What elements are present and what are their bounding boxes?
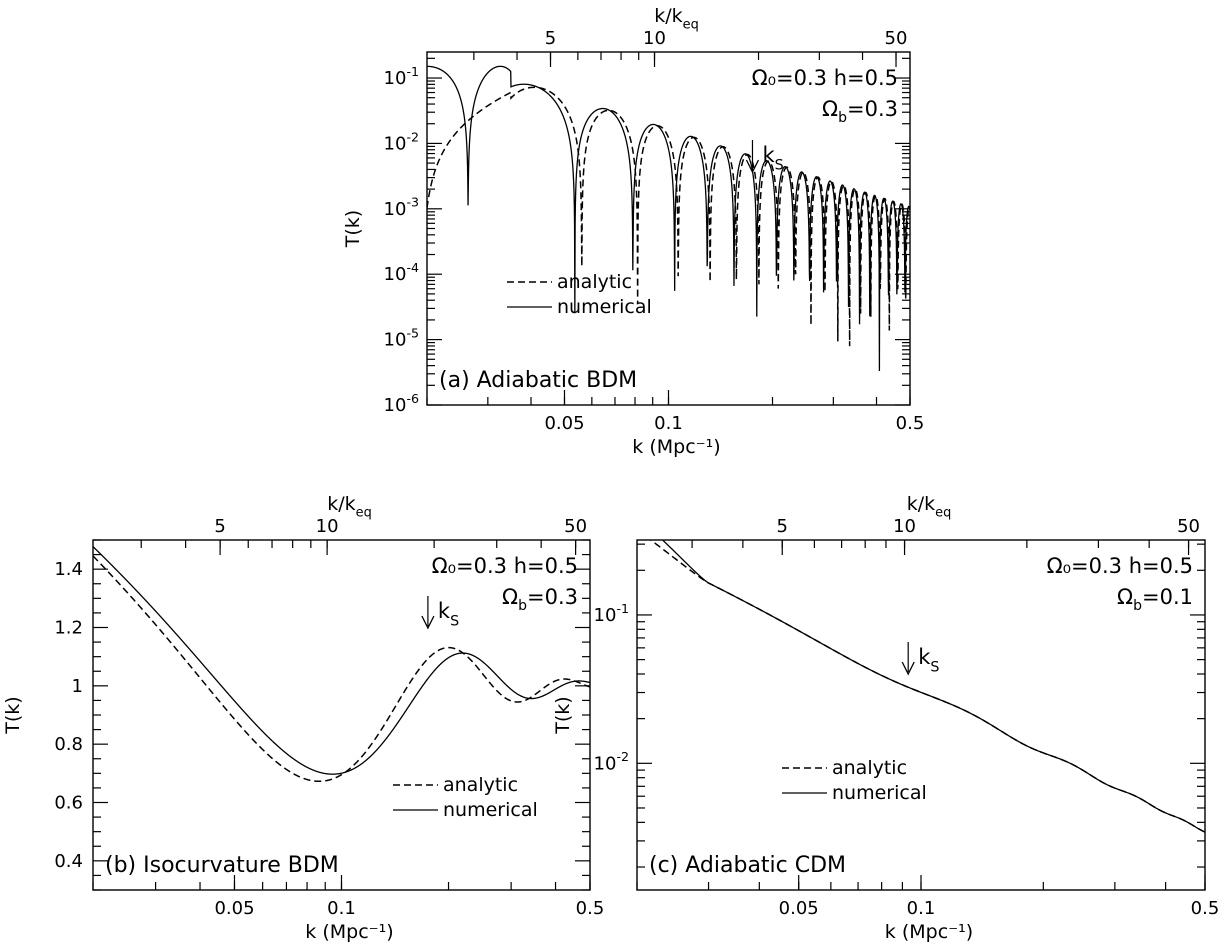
series-analytic	[427, 86, 910, 347]
top-tick-label: 10	[893, 516, 916, 537]
x-tick-label: 0.1	[907, 898, 936, 919]
ks-arrowhead	[421, 615, 435, 630]
y-tick-label: 10-5	[384, 326, 419, 351]
params-line2: Ωb=0.3	[822, 97, 898, 126]
legend-numerical-label: numerical	[443, 799, 538, 821]
y-axis-label: T(k)	[2, 696, 24, 734]
series-numerical	[93, 546, 590, 775]
params-line1: Ω₀=0.3 h=0.5	[432, 554, 578, 578]
x-tick-label: 0.05	[779, 898, 819, 919]
y-tick-label: 0.8	[54, 734, 83, 755]
x-tick-label: 0.1	[327, 898, 356, 919]
panel-a: 0.05 0.1 0.5 5 10 50 10-6 10-5 10-4 10-3 10-2 10-1 k…	[342, 5, 924, 458]
panel-c: 0.05 0.1 0.5 5 10 50 10-2 10-1 k (Mpc⁻¹) k/keq T(k…	[552, 493, 1219, 943]
x-tick-label: 0.5	[1191, 898, 1220, 919]
top-tick-label: 50	[564, 516, 587, 537]
top-tick-label: 5	[214, 516, 225, 537]
legend-analytic-label: analytic	[832, 757, 907, 779]
series-analytic	[93, 555, 590, 783]
panel-label: (a) Adiabatic BDM	[439, 368, 637, 393]
x-axis-label: k (Mpc⁻¹)	[305, 921, 393, 943]
top-tick-label: 50	[1177, 516, 1200, 537]
x-tick-label: 0.05	[214, 898, 254, 919]
y-axis-label: T(k)	[342, 210, 364, 248]
panel-label: (c) Adiabatic CDM	[649, 853, 846, 878]
params-line2: Ωb=0.1	[1117, 585, 1193, 614]
y-tick-label: 10-4	[384, 260, 419, 285]
top-axis-label: k/keq	[907, 493, 952, 521]
panel-label: (b) Isocurvature BDM	[105, 853, 339, 878]
y-tick-label: 1	[72, 676, 83, 697]
series-numerical	[427, 65, 910, 371]
y-tick-label: 10-6	[384, 391, 419, 416]
top-axis-label: k/keq	[654, 5, 699, 33]
legend-numerical-label: numerical	[557, 296, 652, 318]
ks-arrowhead	[901, 661, 915, 676]
y-tick-label: 10-2	[594, 749, 629, 774]
top-tick-label: 50	[885, 28, 908, 49]
x-axis-label: k (Mpc⁻¹)	[885, 921, 973, 943]
x-tick-label: 0.05	[544, 413, 584, 434]
ks-arrowhead	[745, 159, 760, 174]
y-axis-label: T(k)	[552, 696, 574, 734]
ks-label: kS	[438, 599, 459, 629]
y-tick-label: 0.6	[54, 793, 83, 814]
y-tick-label: 10-2	[384, 129, 419, 154]
x-axis-label: k (Mpc⁻¹)	[632, 436, 720, 458]
top-tick-label: 10	[643, 28, 666, 49]
y-tick-label: 0.4	[54, 851, 83, 872]
y-tick-label: 1.2	[54, 618, 83, 639]
y-tick-label: 10-1	[384, 64, 419, 89]
ks-label: kS	[762, 143, 783, 173]
x-tick-label: 0.1	[654, 413, 683, 434]
top-tick-label: 10	[316, 516, 339, 537]
params-line2: Ωb=0.3	[502, 585, 578, 614]
top-axis-label: k/keq	[327, 493, 372, 521]
x-tick-label: 0.5	[896, 413, 925, 434]
y-tick-label: 10-1	[594, 601, 629, 626]
top-tick-label: 5	[777, 516, 788, 537]
legend-analytic-label: analytic	[443, 774, 518, 796]
series-numerical	[661, 540, 1205, 833]
y-tick-label: 1.4	[54, 559, 83, 580]
params-line1: Ω₀=0.3 h=0.5	[752, 66, 898, 90]
params-line1: Ω₀=0.3 h=0.5	[1047, 554, 1193, 578]
ks-label: kS	[918, 645, 939, 675]
top-tick-label: 5	[545, 28, 556, 49]
x-tick-label: 0.5	[576, 898, 605, 919]
panel-b: 0.05 0.1 0.5 5 10 50 0.4 0.6 0.8 1 1.2 1.4 k (Mpc⁻¹)…	[2, 493, 604, 943]
legend-numerical-label: numerical	[832, 782, 927, 804]
y-tick-label: 10-3	[384, 195, 419, 220]
legend-analytic-label: analytic	[557, 271, 632, 293]
